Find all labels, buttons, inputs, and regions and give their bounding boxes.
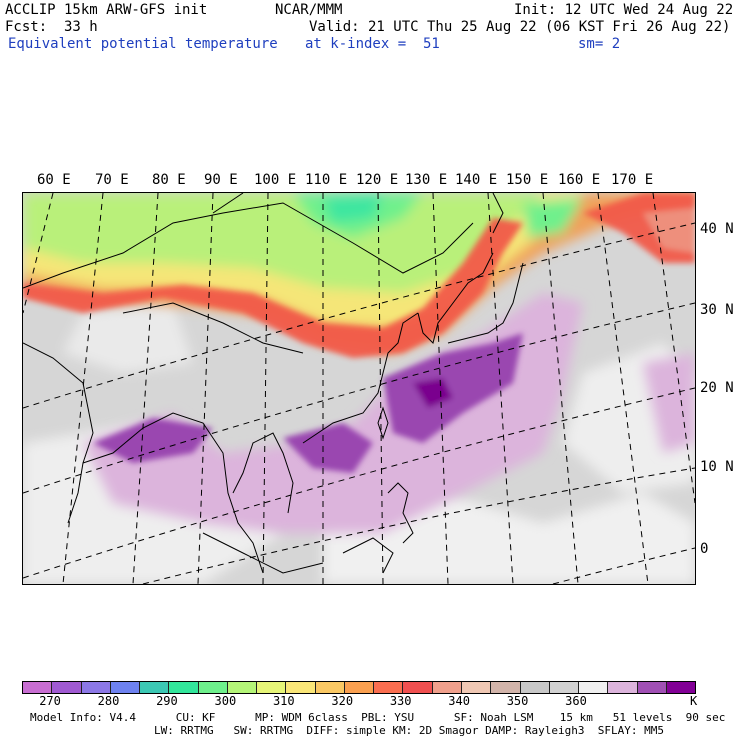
level-info: at k-index = 51 (305, 36, 440, 52)
colorbar-tick-label: 280 (97, 694, 120, 708)
lon-label: 160 E (558, 172, 601, 188)
map-panel (22, 192, 696, 585)
model-title: ACCLIP 15km ARW-GFS init (5, 2, 208, 18)
colorbar-tick-label: 330 (389, 694, 412, 708)
colorbar-unit: K (690, 694, 698, 708)
colorbar-swatch (432, 682, 462, 693)
colorbar-tick-label: 350 (506, 694, 529, 708)
colorbar-swatch (520, 682, 550, 693)
colorbar-swatch (286, 682, 316, 693)
colorbar-swatch (637, 682, 667, 693)
lat-label: 30 N (700, 302, 734, 318)
graticule (23, 193, 695, 584)
colorbar-swatch (608, 682, 638, 693)
lon-label: 100 E (254, 172, 297, 188)
colorbar-swatch (110, 682, 141, 693)
colorbar-swatch (257, 682, 287, 693)
colorbar (22, 681, 696, 694)
colorbar-swatch (461, 682, 492, 693)
lat-label: 40 N (700, 221, 734, 237)
smoothing-info: sm= 2 (578, 36, 621, 52)
colorbar-swatch (344, 682, 375, 693)
colorbar-tick-label: 290 (156, 694, 178, 708)
lon-label: 60 E (37, 172, 71, 188)
colorbar-swatch (374, 682, 404, 693)
colorbar-swatch (549, 682, 580, 693)
fcst-label: Fcst: (5, 19, 48, 35)
colorbar-swatch (52, 682, 82, 693)
theta-e-map (23, 193, 695, 584)
colorbar-tick-label: 310 (272, 694, 295, 708)
colorbar-swatch (315, 682, 345, 693)
init-time: Init: 12 UTC Wed 24 Aug 22 (514, 2, 734, 18)
fcst-value: 33 h (64, 19, 98, 35)
coastlines (23, 193, 524, 574)
colorbar-swatch (491, 682, 521, 693)
lon-label: 110 E (305, 172, 348, 188)
lon-label: 80 E (152, 172, 186, 188)
lon-label: 140 E (455, 172, 498, 188)
lon-label: 130 E (405, 172, 448, 188)
field-name: Equivalent potential temperature (8, 36, 278, 52)
colorbar-swatch (140, 682, 170, 693)
colorbar-swatch (579, 682, 609, 693)
lat-label: 10 N (700, 459, 734, 475)
colorbar-swatch (403, 682, 433, 693)
lat-label: 20 N (700, 380, 734, 396)
lat-label: 0 (700, 541, 709, 557)
colorbar-swatch (198, 682, 228, 693)
colorbar-swatch (23, 682, 53, 693)
footer-line-2: LW: RRTMG SW: RRTMG DIFF: simple KM: 2D … (154, 724, 664, 737)
org-label: NCAR/MMM (275, 2, 343, 18)
colorbar-swatch (169, 682, 199, 693)
footer-line-1: Model Info: V4.4 CU: KF MP: WDM 6class P… (30, 711, 726, 724)
colorbar-tick-label: 300 (214, 694, 237, 708)
lon-label: 70 E (95, 172, 129, 188)
colorbar-swatch (81, 682, 111, 693)
lon-label: 150 E (506, 172, 549, 188)
lon-label: 120 E (356, 172, 399, 188)
colorbar-tick-label: 320 (331, 694, 354, 708)
colorbar-tick-label: 340 (448, 694, 470, 708)
colorbar-swatch (227, 682, 258, 693)
valid-time: Valid: 21 UTC Thu 25 Aug 22 (06 KST Fri … (309, 19, 731, 35)
colorbar-tick-label: 270 (39, 694, 61, 708)
colorbar-swatch (666, 682, 696, 693)
lon-label: 170 E (611, 172, 654, 188)
lon-label: 90 E (204, 172, 238, 188)
colorbar-tick-label: 360 (565, 694, 587, 708)
